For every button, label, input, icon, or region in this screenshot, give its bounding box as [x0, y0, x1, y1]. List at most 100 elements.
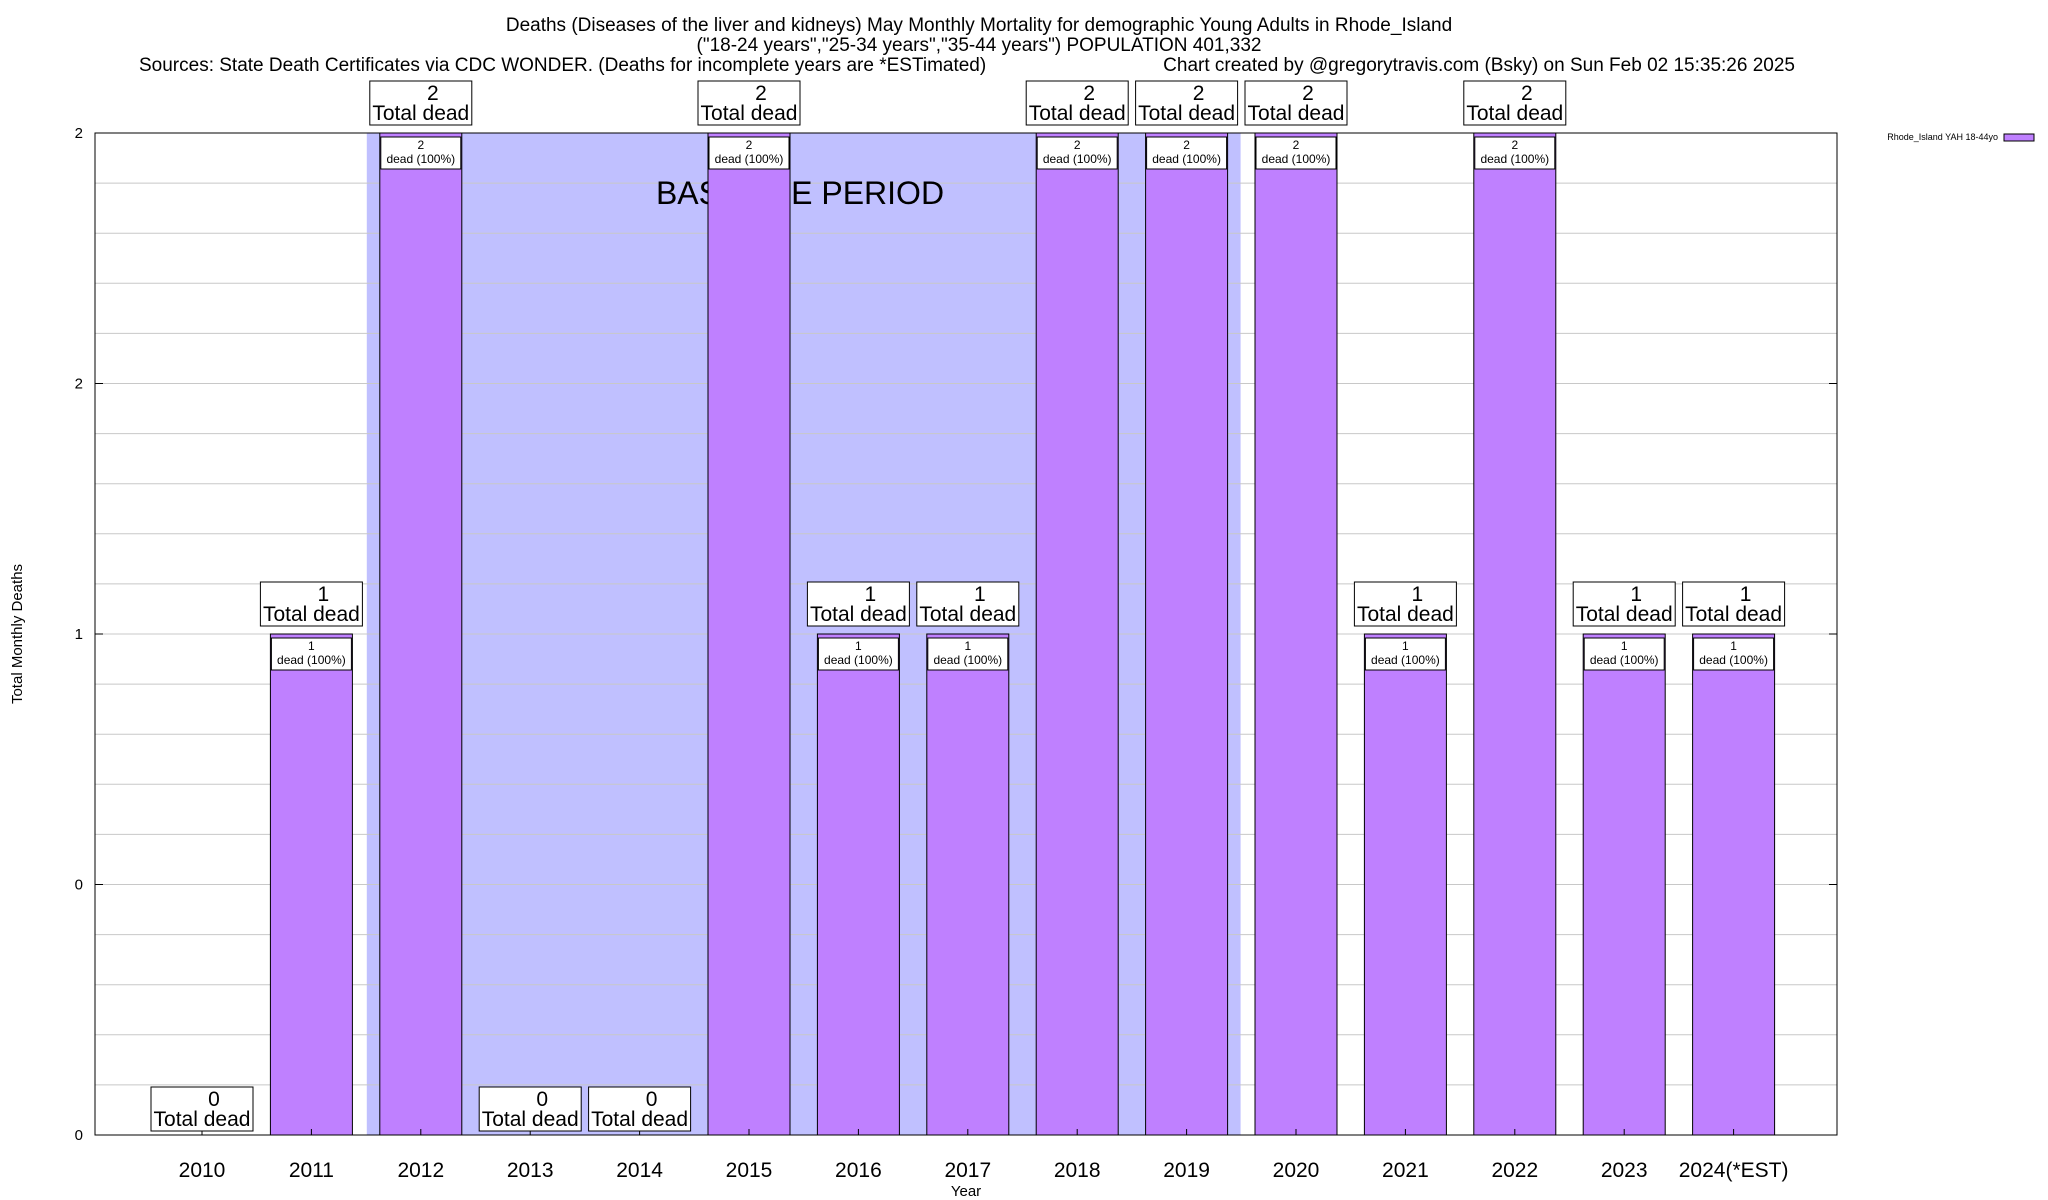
- bar-inner-label: dead (100%): [1590, 653, 1659, 667]
- y-tick-label: 2: [75, 125, 83, 142]
- x-tick-label: 2022: [1491, 1159, 1538, 1182]
- chart-subtitle: ("18-24 years","25-34 years","35-44 year…: [697, 35, 1262, 56]
- bar-inner-label-box: [1583, 637, 1665, 671]
- bar-inner-count: 1: [855, 639, 862, 653]
- bar-inner-label: dead (100%): [277, 653, 346, 667]
- x-tick-label: 2023: [1601, 1159, 1648, 1182]
- total-label: Total dead: [372, 102, 469, 125]
- bar: [1363, 633, 1447, 1136]
- y-tick-label: 0: [75, 877, 83, 894]
- total-label-box: [1463, 80, 1567, 126]
- bar: [1145, 132, 1229, 1136]
- bar-inner-count: 2: [1074, 138, 1081, 152]
- total-label-box: [588, 1086, 692, 1132]
- x-tick-label: 2017: [944, 1159, 991, 1182]
- bar-inner-label-box: [1255, 136, 1337, 170]
- bar: [926, 633, 1010, 1136]
- total-label-box: [478, 1086, 582, 1132]
- x-tick-label: 2015: [726, 1159, 773, 1182]
- bar: [1254, 132, 1338, 1136]
- x-tick-label: 2010: [179, 1159, 226, 1182]
- total-count: 2: [1521, 82, 1533, 105]
- bar-inner-label-box: [927, 637, 1009, 671]
- bar: [1692, 633, 1776, 1136]
- total-label-box: [697, 80, 801, 126]
- chart-title: Deaths (Diseases of the liver and kidney…: [506, 15, 1452, 36]
- bar: [1035, 132, 1119, 1136]
- bar-inner-count: 1: [1402, 639, 1409, 653]
- bar: [816, 633, 900, 1136]
- total-label-box: [1244, 80, 1348, 126]
- bar-layer: [198, 132, 1776, 1136]
- x-tick-label: 2016: [835, 1159, 882, 1182]
- bar-inner-count: 1: [964, 639, 971, 653]
- bar-inner-label-box: [1693, 637, 1775, 671]
- total-label-box: [259, 581, 363, 627]
- bar-inner-label-box: [1364, 637, 1446, 671]
- total-count: 1: [865, 583, 877, 606]
- total-count: 2: [1083, 82, 1095, 105]
- bar-inner-label-box: [270, 637, 352, 671]
- bar-inner-label-box: [1474, 136, 1556, 170]
- bar-inner-count: 1: [1730, 639, 1737, 653]
- legend: Rhode_Island YAH 18-44yo: [1887, 132, 2035, 142]
- total-label: Total dead: [1138, 102, 1235, 125]
- bar: [707, 132, 791, 1136]
- x-axis-label: Year: [951, 1183, 981, 1200]
- y-tick-label: 0: [75, 1127, 83, 1144]
- bar-inner-label-box: [1036, 136, 1118, 170]
- total-label: Total dead: [591, 1108, 688, 1131]
- bar-inner-label-box: [380, 136, 462, 170]
- total-count: 1: [974, 583, 986, 606]
- bar: [1473, 132, 1557, 1136]
- x-tick-label: 2014: [616, 1159, 663, 1182]
- total-label-box: [916, 581, 1020, 627]
- x-tick-label: 2013: [507, 1159, 554, 1182]
- x-tick-label: 2012: [397, 1159, 444, 1182]
- total-label-box: [369, 80, 473, 126]
- total-label: Total dead: [154, 1108, 251, 1131]
- bar-inner-label: dead (100%): [386, 152, 455, 166]
- x-tick-label: 2024(*EST): [1679, 1159, 1789, 1182]
- bar-inner-count: 1: [308, 639, 315, 653]
- bar-inner-label-box: [817, 637, 899, 671]
- bar-inner-count: 2: [1183, 138, 1190, 152]
- bar-inner-label: dead (100%): [1262, 152, 1331, 166]
- total-count: 1: [1412, 583, 1424, 606]
- bar-inner-label: dead (100%): [824, 653, 893, 667]
- total-label: Total dead: [1029, 102, 1126, 125]
- baseline-period-label: BASELINE PERIOD: [656, 175, 944, 211]
- x-tick-label: 2011: [289, 1159, 334, 1182]
- bar-inner-count: 2: [746, 138, 753, 152]
- total-label: Total dead: [482, 1108, 579, 1131]
- bar-inner-count: 2: [417, 138, 424, 152]
- bar-inner-label: dead (100%): [1043, 152, 1112, 166]
- total-label-box: [1682, 581, 1786, 627]
- total-label: Total dead: [1466, 102, 1563, 125]
- total-count: 1: [318, 583, 330, 606]
- total-label-box: [1135, 80, 1239, 126]
- bar-inner-label: dead (100%): [1699, 653, 1768, 667]
- total-count: 2: [427, 82, 439, 105]
- bar-inner-count: 2: [1511, 138, 1518, 152]
- bar: [1582, 633, 1666, 1136]
- bar-inner-count: 2: [1293, 138, 1300, 152]
- bar-inner-label: dead (100%): [1152, 152, 1221, 166]
- bar-inner-label: dead (100%): [933, 653, 1002, 667]
- legend-swatch: [2003, 133, 2035, 142]
- bar-inner-label-box: [708, 136, 790, 170]
- total-count: 2: [755, 82, 767, 105]
- legend-label: Rhode_Island YAH 18-44yo: [1887, 132, 1998, 142]
- total-label: Total dead: [263, 603, 360, 626]
- total-label-box: [150, 1086, 254, 1132]
- total-label: Total dead: [919, 603, 1016, 626]
- total-label-box: [1572, 581, 1676, 627]
- y-tick-label: 2: [75, 376, 83, 393]
- total-label: Total dead: [1576, 603, 1673, 626]
- total-count: 1: [1740, 583, 1752, 606]
- total-label-box: [1353, 581, 1457, 627]
- chart-credit: Chart created by @gregorytravis.com (Bsk…: [1163, 55, 1795, 76]
- bar-inner-label: dead (100%): [715, 152, 784, 166]
